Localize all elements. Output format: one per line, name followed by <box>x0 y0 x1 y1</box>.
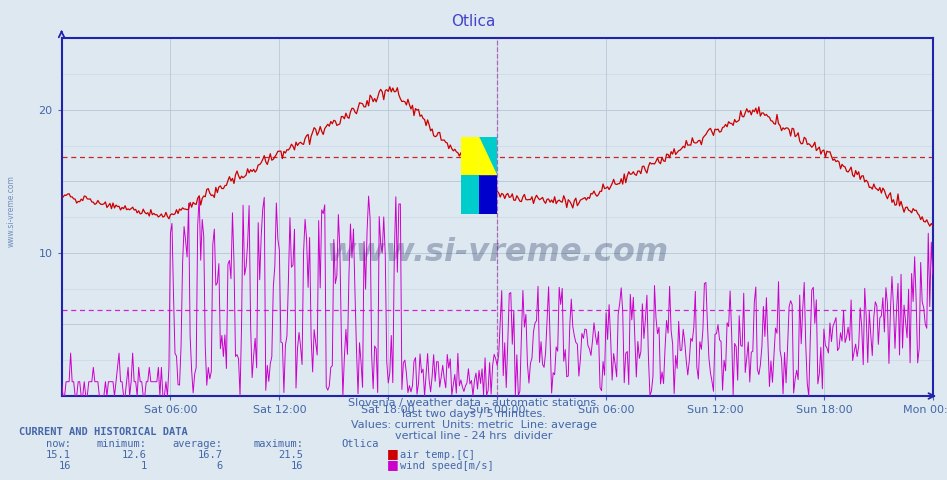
Text: 16: 16 <box>291 461 303 471</box>
Text: Values: current  Units: metric  Line: average: Values: current Units: metric Line: aver… <box>350 420 597 430</box>
Text: CURRENT AND HISTORICAL DATA: CURRENT AND HISTORICAL DATA <box>19 427 188 437</box>
Text: 6: 6 <box>216 461 223 471</box>
Polygon shape <box>479 137 497 175</box>
Text: www.si-vreme.com: www.si-vreme.com <box>326 238 669 268</box>
Text: last two days / 5 minutes.: last two days / 5 minutes. <box>402 408 545 419</box>
Text: minimum:: minimum: <box>97 439 147 449</box>
Text: 21.5: 21.5 <box>278 450 303 460</box>
Polygon shape <box>479 137 497 175</box>
Bar <box>461 175 479 214</box>
Text: maximum:: maximum: <box>253 439 303 449</box>
Text: ■: ■ <box>386 447 398 460</box>
Bar <box>479 175 497 214</box>
Text: Slovenia / weather data - automatic stations.: Slovenia / weather data - automatic stat… <box>348 397 599 408</box>
Text: air temp.[C]: air temp.[C] <box>400 450 474 460</box>
Text: 15.1: 15.1 <box>46 450 71 460</box>
Text: ■: ■ <box>386 458 398 471</box>
Text: Otlica: Otlica <box>341 439 379 449</box>
Text: 12.6: 12.6 <box>122 450 147 460</box>
Text: average:: average: <box>172 439 223 449</box>
Text: 16.7: 16.7 <box>198 450 223 460</box>
Bar <box>461 137 479 175</box>
Text: wind speed[m/s]: wind speed[m/s] <box>400 461 493 471</box>
Text: now:: now: <box>46 439 71 449</box>
Text: 1: 1 <box>140 461 147 471</box>
Text: 16: 16 <box>59 461 71 471</box>
Text: vertical line - 24 hrs  divider: vertical line - 24 hrs divider <box>395 431 552 441</box>
Text: www.si-vreme.com: www.si-vreme.com <box>7 175 16 247</box>
Text: Otlica: Otlica <box>452 14 495 29</box>
